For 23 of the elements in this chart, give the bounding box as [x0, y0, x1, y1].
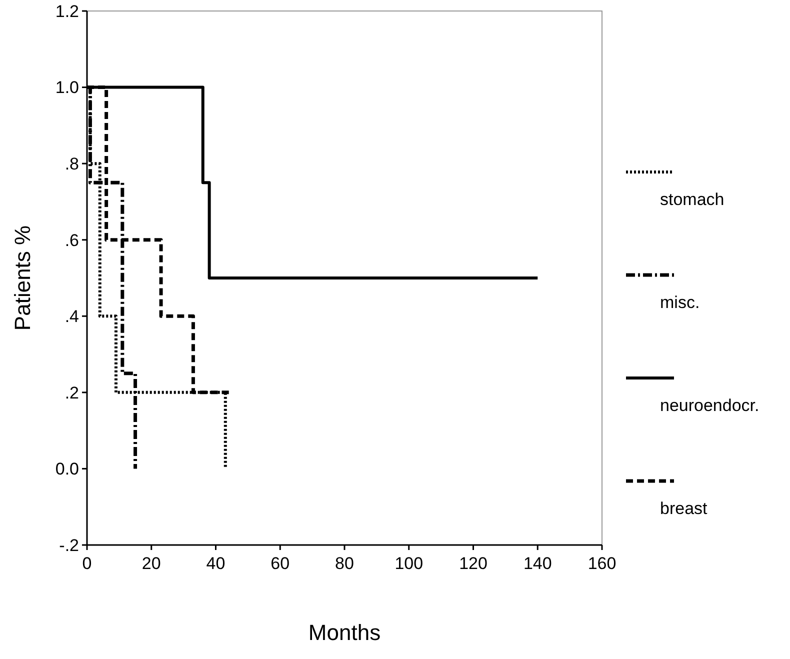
y-tick-label: 0.0 [55, 460, 79, 479]
y-axis-title: Patients % [10, 225, 35, 331]
y-tick-label: .4 [64, 307, 79, 326]
x-tick-label: 20 [142, 554, 161, 573]
x-tick-label: 120 [459, 554, 488, 573]
legend-label: stomach [660, 190, 724, 209]
y-tick-label: .8 [64, 154, 79, 174]
y-tick-label: .2 [64, 383, 79, 402]
x-tick-label: 60 [270, 554, 290, 573]
legend-label: neuroendocr. [660, 396, 760, 415]
x-tick-label: 140 [523, 554, 552, 573]
y-tick-label: 1.2 [55, 2, 79, 21]
legend-label: misc. [660, 293, 700, 312]
x-tick-label: 80 [335, 554, 354, 573]
legend-label: breast [660, 499, 708, 518]
x-axis-title: Months [308, 620, 381, 645]
y-tick-label: 1.0 [55, 78, 79, 98]
y-tick-label: .6 [64, 230, 79, 250]
x-tick-label: 0 [82, 554, 92, 573]
x-tick-label: 100 [394, 554, 424, 573]
x-tick-label: 160 [588, 554, 616, 573]
y-tick-label: -.2 [59, 536, 79, 555]
x-tick-label: 40 [206, 554, 226, 573]
